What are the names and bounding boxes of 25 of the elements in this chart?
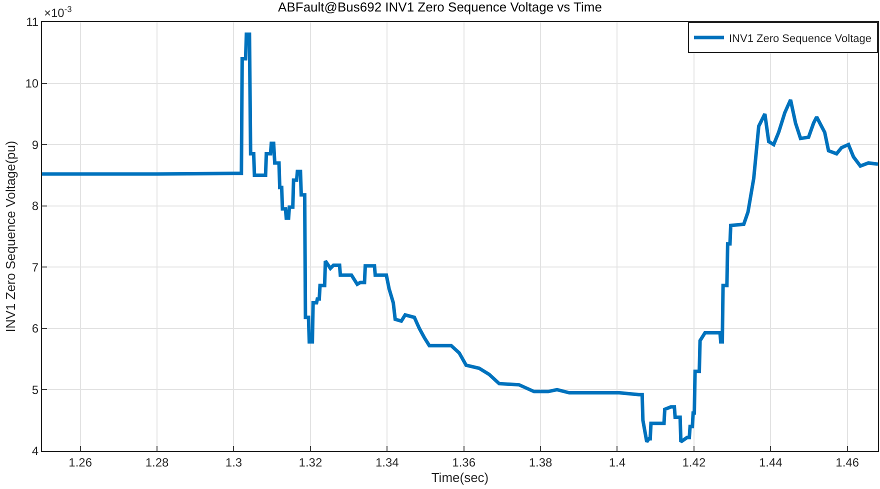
x-tick-label: 1.4 [608,455,626,470]
y-tick-label: 9 [32,138,39,152]
x-tick-label: 1.46 [836,455,860,470]
x-tick-label: 1.34 [375,455,400,470]
x-tick-label: 1.32 [298,455,322,470]
x-tick-label: 1.38 [528,455,553,470]
x-tick-label: 1.3 [225,455,242,470]
y-tick-label: 7 [32,260,39,274]
line-series [42,32,878,444]
x-tick-label: 1.42 [682,455,706,470]
chart-title: ABFault@Bus692 INV1 Zero Sequence Voltage vs Time [278,0,602,15]
y-tick-label: 10 [25,76,39,90]
text: ×10$^{-3}$ [44,4,72,20]
y-axis-title: INV1 Zero Sequence Voltage(pu) [3,140,18,332]
x-tick-label: 1.28 [145,455,170,470]
x-tick-label: 1.44 [758,455,783,470]
x-tick-label: 1.26 [68,455,92,470]
y-tick-label: 8 [32,199,39,214]
x-axis-title: Time(sec) [431,470,489,485]
legend-label: INV1 Zero Sequence Voltage [729,32,872,45]
x-tick-label: 1.36 [452,455,476,470]
y-tick-label: 5 [32,382,39,397]
y-tick-label: 4 [32,444,39,458]
y-tick-label: 6 [32,322,39,336]
y-tick-label: 11 [26,15,39,30]
